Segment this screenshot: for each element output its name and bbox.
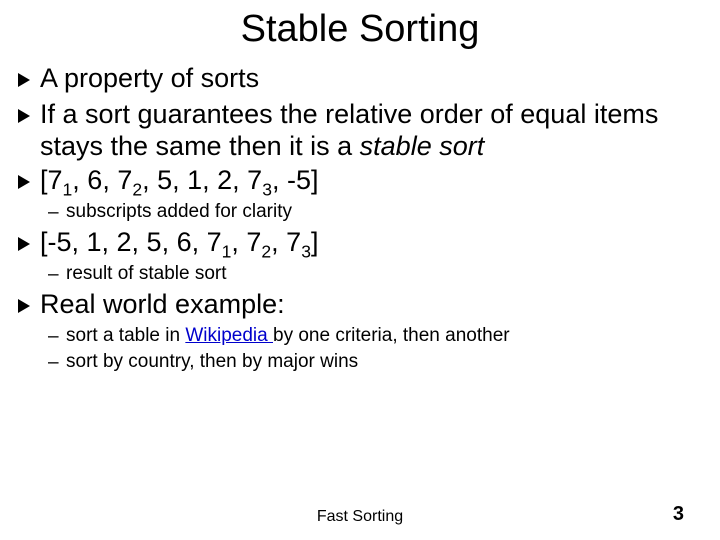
subscript: 1 — [222, 241, 232, 261]
text-span: , -5] — [272, 165, 319, 195]
sub-bullet-item: – sort a table in Wikipedia by one crite… — [18, 325, 702, 349]
bullet-item: A property of sorts — [18, 63, 702, 97]
sub-bullet-item: – result of stable sort — [18, 263, 702, 287]
slide-content: A property of sorts If a sort guarantees… — [18, 63, 702, 540]
dash-icon: – — [48, 201, 66, 225]
slide: Stable Sorting A property of sorts If a … — [0, 0, 720, 540]
text-span: [7 — [40, 165, 63, 195]
sub-bullet-text: result of stable sort — [66, 263, 702, 286]
bullet-text: If a sort guarantees the relative order … — [40, 99, 702, 163]
text-span: , 7 — [271, 227, 301, 257]
dash-icon: – — [48, 263, 66, 287]
text-span: , 7 — [231, 227, 261, 257]
italic-text: stable sort — [360, 131, 485, 161]
text-span: , 6, 7 — [72, 165, 132, 195]
dash-icon: – — [48, 351, 66, 375]
subscript: 3 — [262, 179, 272, 199]
wikipedia-link[interactable]: Wikipedia — [185, 325, 273, 346]
bullet-text: Real world example: — [40, 289, 702, 321]
bullet-text: [-5, 1, 2, 5, 6, 71, 72, 73] — [40, 227, 702, 259]
sub-bullet-text: subscripts added for clarity — [66, 201, 702, 224]
text-span: by one criteria, then another — [273, 325, 510, 346]
page-number: 3 — [673, 503, 684, 526]
text-span: [-5, 1, 2, 5, 6, 7 — [40, 227, 222, 257]
bullet-text: A property of sorts — [40, 63, 702, 95]
slide-title: Stable Sorting — [18, 8, 702, 51]
text-span: If a sort guarantees the relative order … — [40, 99, 658, 161]
subscript: 3 — [301, 241, 311, 261]
sub-bullet-text: sort by country, then by major wins — [66, 351, 702, 374]
bullet-icon — [18, 99, 40, 133]
bullet-item: [71, 6, 72, 5, 1, 2, 73, -5] — [18, 165, 702, 199]
text-span: ] — [311, 227, 319, 257]
bullet-icon — [18, 63, 40, 97]
subscript: 2 — [132, 179, 142, 199]
bullet-item: [-5, 1, 2, 5, 6, 71, 72, 73] — [18, 227, 702, 261]
bullet-text: [71, 6, 72, 5, 1, 2, 73, -5] — [40, 165, 702, 197]
sub-bullet-text: sort a table in Wikipedia by one criteri… — [66, 325, 702, 348]
sub-bullet-item: – sort by country, then by major wins — [18, 351, 702, 375]
dash-icon: – — [48, 325, 66, 349]
bullet-icon — [18, 227, 40, 261]
bullet-item: If a sort guarantees the relative order … — [18, 99, 702, 163]
sub-bullet-item: – subscripts added for clarity — [18, 201, 702, 225]
bullet-icon — [18, 165, 40, 199]
bullet-icon — [18, 289, 40, 323]
bullet-item: Real world example: — [18, 289, 702, 323]
text-span: sort a table in — [66, 325, 185, 346]
slide-footer: Fast Sorting — [0, 508, 720, 526]
text-span: , 5, 1, 2, 7 — [142, 165, 262, 195]
subscript: 1 — [63, 179, 73, 199]
subscript: 2 — [261, 241, 271, 261]
